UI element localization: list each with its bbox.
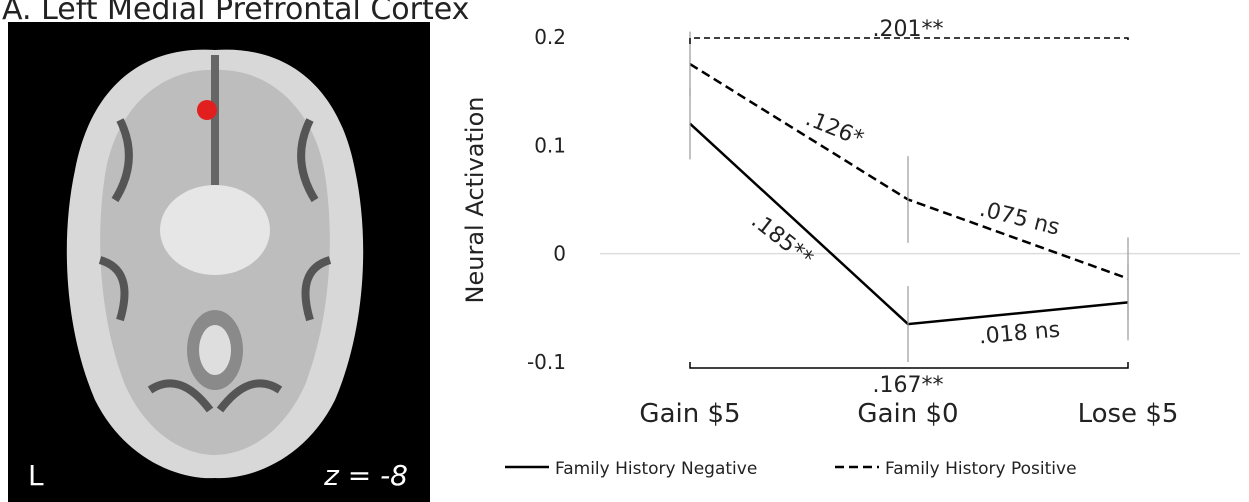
slice-label: z = -8 bbox=[323, 459, 408, 492]
annotation: .167** bbox=[873, 373, 944, 398]
annotation: .126* bbox=[802, 106, 867, 152]
x-tick-label: Gain $0 bbox=[857, 399, 958, 429]
bracket bbox=[689, 362, 1129, 369]
brain-image: L z = -8 bbox=[8, 22, 430, 502]
y-axis-label: Neural Activation bbox=[461, 97, 489, 304]
y-tick-label: 0 bbox=[553, 242, 566, 266]
x-tick-label: Gain $5 bbox=[639, 399, 740, 429]
annotation: .185** bbox=[746, 208, 817, 271]
series-line bbox=[689, 63, 1129, 280]
annotation: .201** bbox=[873, 17, 944, 42]
bracket bbox=[689, 37, 1129, 44]
y-tick-label: 0.2 bbox=[534, 25, 566, 49]
y-tick-label: -0.1 bbox=[527, 350, 566, 374]
legend-label: Family History Positive bbox=[885, 459, 1077, 479]
annotation: .075 ns bbox=[977, 197, 1062, 241]
annotation: .018 ns bbox=[978, 318, 1061, 350]
legend-label: Family History Negative bbox=[555, 459, 757, 479]
x-tick-label: Lose $5 bbox=[1078, 399, 1179, 429]
y-tick-label: 0.1 bbox=[534, 133, 566, 157]
hemisphere-label: L bbox=[28, 459, 44, 492]
